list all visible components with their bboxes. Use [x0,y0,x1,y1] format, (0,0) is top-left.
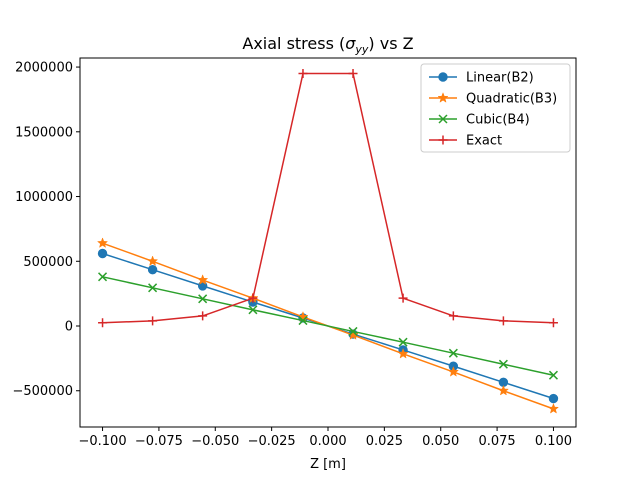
series-exact [98,69,558,328]
legend-item-quadratic-b3: Quadratic(B3) [429,92,557,107]
data-point-linear-b2 [97,248,108,259]
legend-item-exact: Exact [429,134,502,149]
data-point-exact [148,316,158,326]
data-point-cubic-b4 [148,283,158,293]
data-point-quadratic-b3 [297,311,309,322]
y-tick-label: 1000000 [15,190,73,205]
data-point-cubic-b4 [398,337,408,347]
data-point-quadratic-b3 [547,402,560,414]
legend-label: Exact [466,134,502,149]
legend-label: Linear(B2) [466,71,534,86]
legend-item-cubic-b4: Cubic(B4) [429,113,530,128]
x-tick-label: −0.100 [78,434,126,449]
legend: Linear(B2) Quadratic(B3) Cubic(B4) Exact [420,63,571,153]
data-point-exact [98,318,108,328]
data-point-cubic-b4 [448,348,458,358]
x-tick-label: 0.075 [478,434,515,449]
data-point-cubic-b4 [98,272,108,282]
x-axis-label: Z [m] [310,457,346,472]
data-point-quadratic-b3 [497,384,510,396]
data-point-cubic-b4 [498,359,508,369]
x-tick-label: 0.100 [535,434,572,449]
y-tick-label: 500000 [23,255,73,270]
data-point-quadratic-b3 [397,347,409,359]
data-point-exact [248,293,258,303]
axes: −0.100 −0.075 −0.050 −0.025 0.000 0.025 0.050 0… [12,57,577,449]
data-point-exact [548,318,558,328]
y-tick-label: −500000 [12,384,73,399]
x-tick-label: 0.025 [366,434,403,449]
data-point-quadratic-b3 [197,274,209,285]
data-point-quadratic-b3 [146,255,159,267]
series-line-exact [102,72,554,324]
x-tick-label: 0.000 [309,434,346,449]
legend-label: Cubic(B4) [466,113,530,128]
data-point-cubic-b4 [198,294,208,304]
data-point-quadratic-b3 [96,237,109,248]
x-tick-label: −0.050 [191,434,239,449]
data-point-quadratic-b3 [447,366,459,377]
data-point-exact [448,311,458,321]
data-point-exact [198,311,208,321]
data-point-cubic-b4 [298,316,308,326]
data-point-cubic-b4 [248,305,258,315]
data-point-cubic-b4 [348,326,358,336]
data-point-exact [298,69,308,79]
data-point-exact [348,69,358,79]
legend-marker [438,72,448,82]
data-point-cubic-b4 [548,370,558,380]
legend-item-linear-b2: Linear(B2) [429,71,534,86]
legend-marker [438,114,448,124]
chart-title: Axial stress (σyy) vs Z [242,34,413,56]
data-point-exact [398,293,408,303]
x-tick-label: 0.050 [422,434,459,449]
plot-area [96,69,560,414]
y-tick-label: 2000000 [15,61,73,76]
legend-box [420,63,571,153]
legend-marker [437,92,449,103]
data-point-linear-b2 [147,264,158,275]
legend-label: Quadratic(B3) [466,92,557,107]
data-point-linear-b2 [548,393,559,404]
data-point-quadratic-b3 [347,329,359,340]
series-cubic-b4 [98,272,558,380]
x-tick-label: −0.025 [248,434,296,449]
series-line-cubic-b4 [102,276,554,376]
y-tick-label: 0 [65,320,73,335]
data-point-exact [498,316,508,326]
x-tick-label: −0.075 [135,434,183,449]
y-tick-label: 1500000 [15,125,73,140]
legend-marker [438,135,448,145]
